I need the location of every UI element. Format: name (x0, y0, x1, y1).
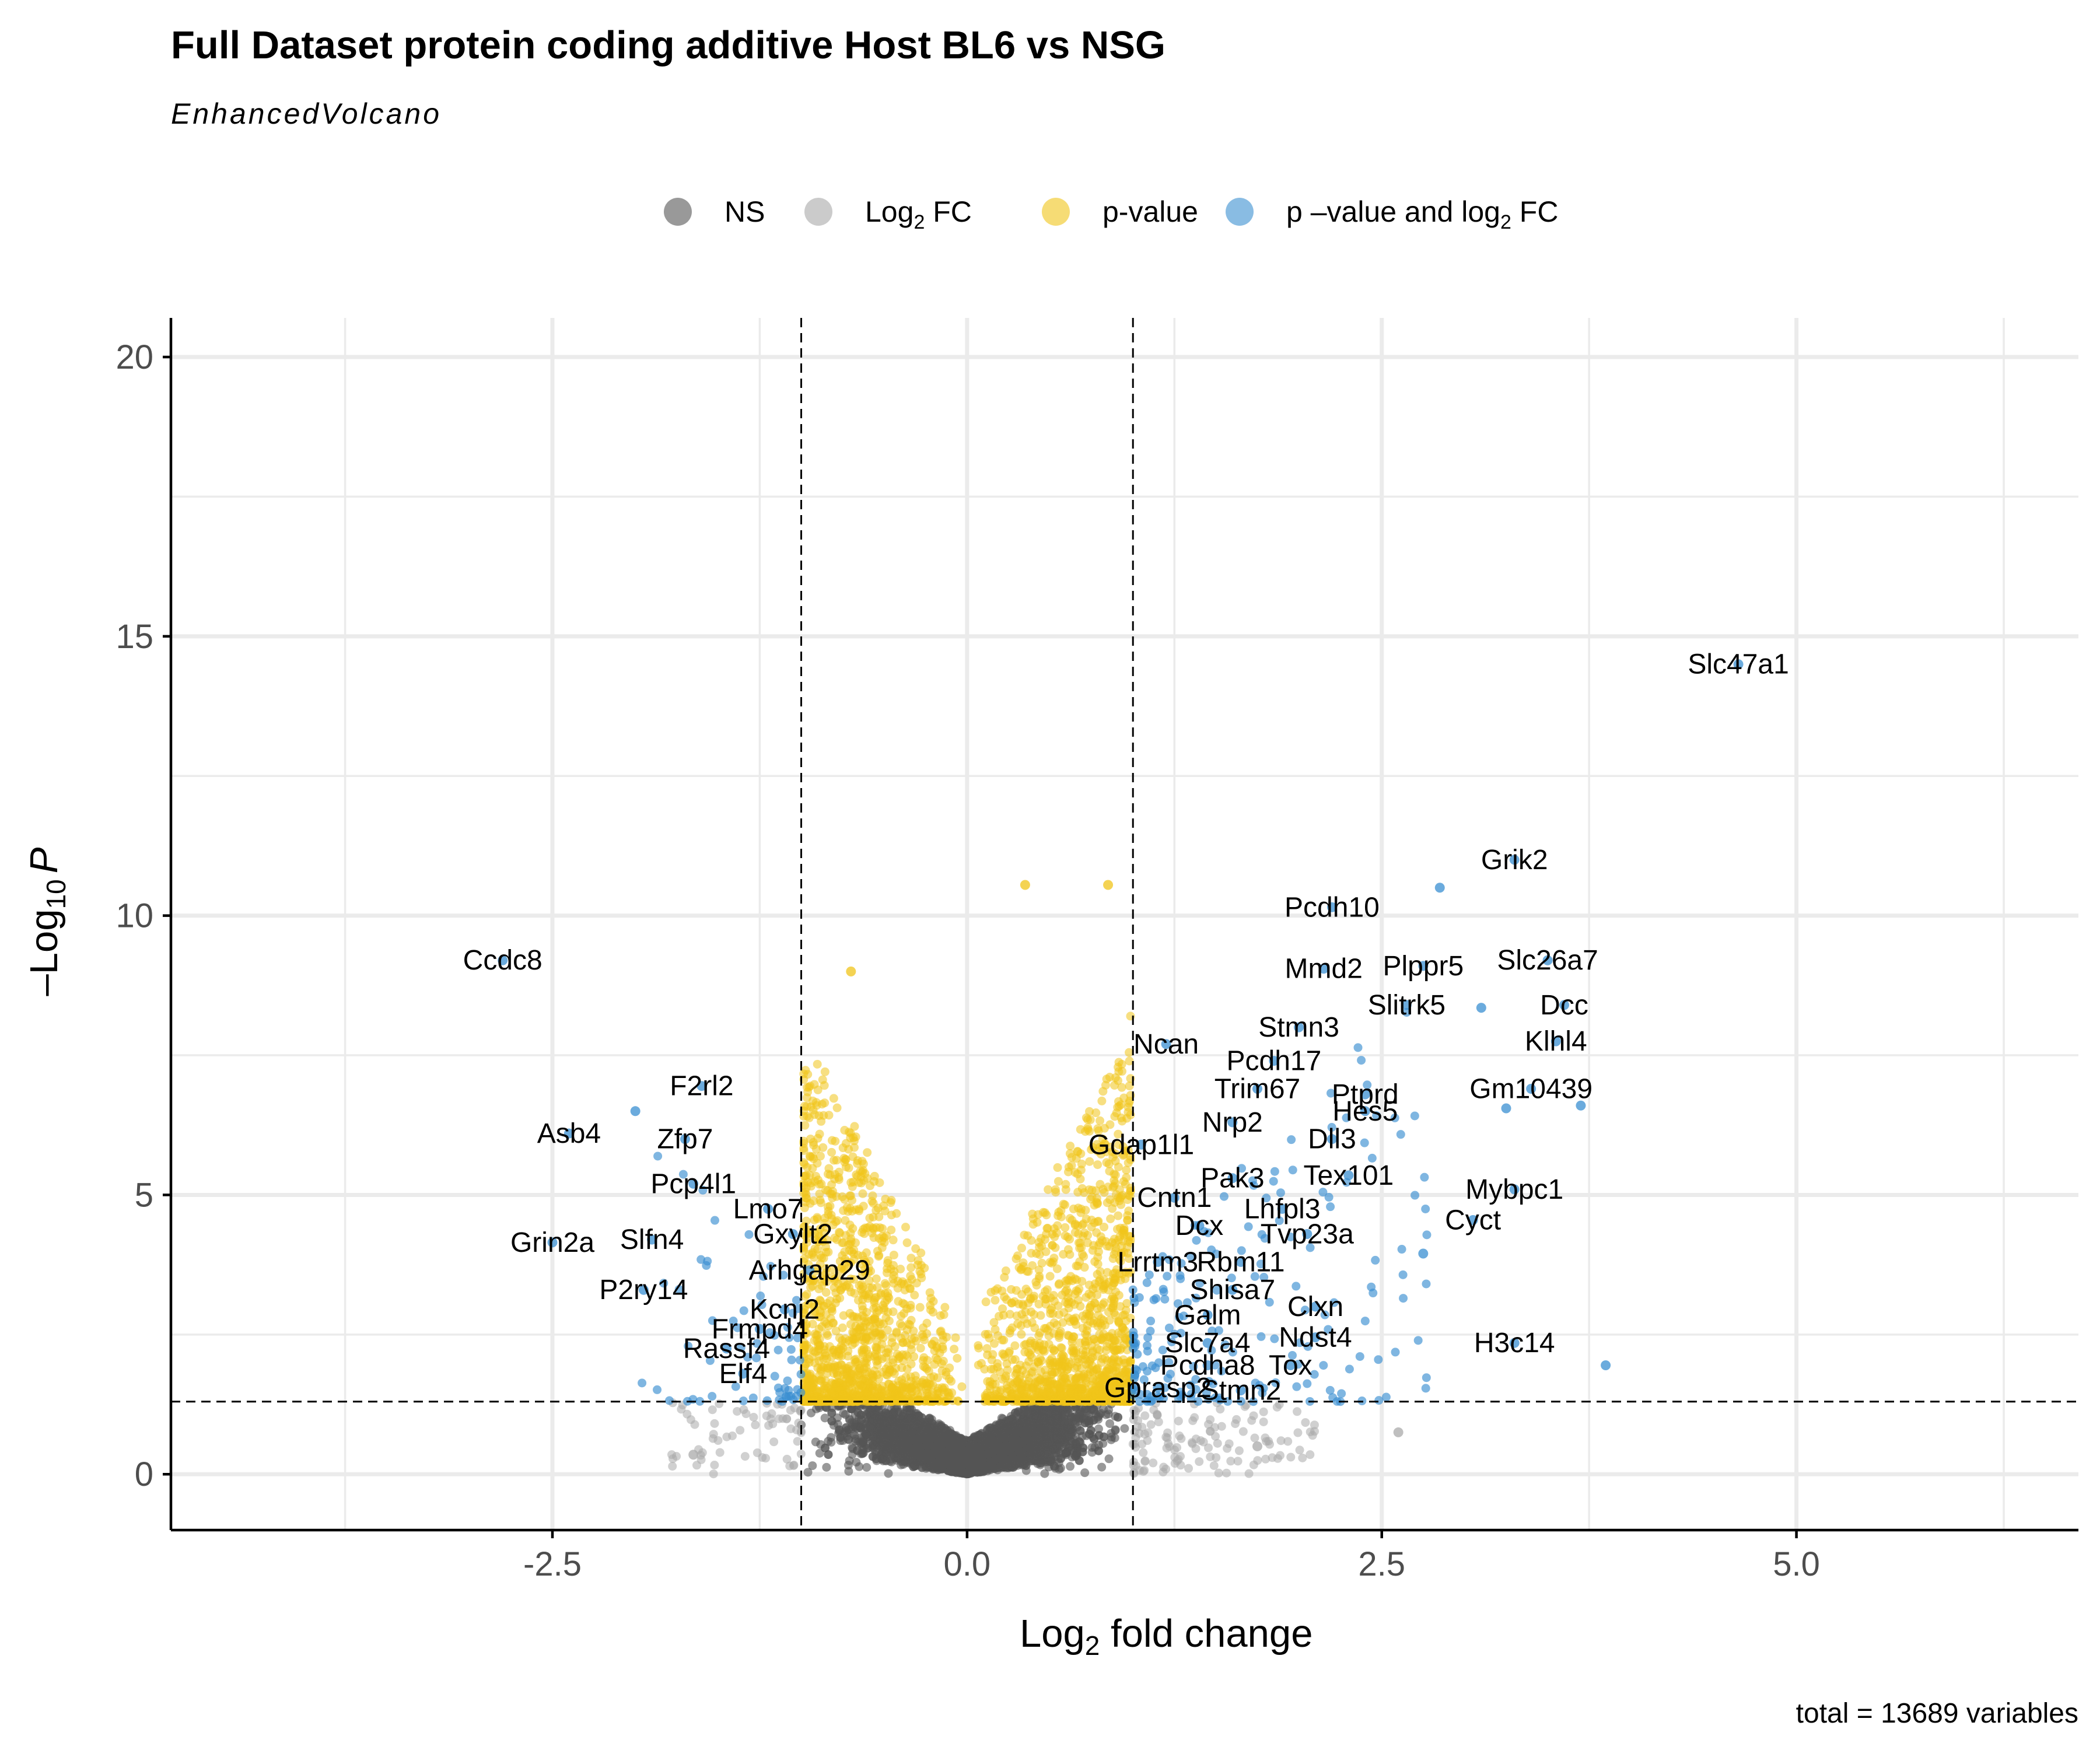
point-ns (1086, 1426, 1096, 1435)
legend-label-text: p-value (1102, 195, 1198, 228)
point-ns (855, 1462, 864, 1471)
legend-label-sub: 2 (1500, 211, 1511, 233)
point-ns (824, 1450, 833, 1460)
point-ns (1062, 1448, 1071, 1457)
legend: NS Log2 FC p-value p –value and log2 FC (664, 195, 1558, 233)
point-ns (869, 1426, 878, 1435)
point-ns (807, 1408, 816, 1418)
point-ns (856, 1422, 865, 1432)
legend-item-ns: NS (664, 195, 765, 228)
point-ns (1094, 1446, 1103, 1455)
legend-label-fc: Log2 FC (865, 195, 972, 233)
legend-item-fc: Log2 FC (804, 195, 972, 233)
point-ns (1111, 1425, 1120, 1434)
legend-label-rest: FC (1511, 195, 1559, 228)
point-ns (1074, 1409, 1084, 1419)
point-ns (808, 1461, 817, 1471)
legend-item-both: p –value and log2 FC (1226, 195, 1558, 233)
chart-title: Full Dataset protein coding additive Hos… (171, 23, 1166, 67)
point-ns (1040, 1469, 1049, 1478)
point-ns (822, 1462, 831, 1472)
point-ns (918, 1463, 927, 1472)
point-ns (844, 1461, 853, 1470)
point-ns (827, 1433, 836, 1442)
legend-marker-fc (804, 198, 832, 226)
point-ns (1104, 1405, 1114, 1415)
grid (171, 318, 2078, 1530)
legend-label-ns: NS (724, 195, 765, 228)
legend-label-p: p-value (1102, 195, 1198, 228)
point-ns (1114, 1413, 1123, 1422)
legend-item-p: p-value (1042, 195, 1198, 228)
point-ns (827, 1408, 836, 1418)
point-ns (827, 1416, 836, 1426)
legend-label-text: p –value and log (1286, 195, 1500, 228)
point-ns (1080, 1468, 1090, 1478)
point-ns (884, 1469, 893, 1478)
point-ns (1051, 1448, 1060, 1458)
point-ns (844, 1466, 853, 1476)
point-ns (835, 1425, 844, 1434)
point-ns (821, 1443, 830, 1452)
point-ns (1067, 1412, 1076, 1422)
point-ns (1097, 1462, 1107, 1472)
point-ns (1104, 1454, 1114, 1464)
legend-label-sub: 2 (914, 211, 925, 233)
point-ns (1120, 1424, 1129, 1433)
legend-marker-ns (664, 198, 692, 226)
point-ns (1071, 1438, 1080, 1448)
point-ns (845, 1414, 854, 1423)
point-ns (820, 1413, 830, 1423)
chart-subtitle: EnhancedVolcano (171, 97, 442, 130)
legend-label-rest: FC (925, 195, 972, 228)
point-ns (803, 1468, 813, 1477)
legend-label-both: p –value and log2 FC (1286, 195, 1558, 233)
point-ns (1110, 1433, 1119, 1443)
point-ns (1074, 1456, 1084, 1465)
point-ns (1090, 1434, 1099, 1444)
point-ns (815, 1448, 824, 1458)
point-ns (836, 1433, 845, 1442)
point-ns (905, 1404, 915, 1413)
point-ns (1094, 1424, 1103, 1433)
point-ns (1032, 1412, 1041, 1422)
point-ns (1098, 1439, 1108, 1448)
data-points (498, 659, 1744, 1479)
point-ns (1042, 1438, 1051, 1448)
legend-label-text: NS (724, 195, 765, 228)
point-ns (1066, 1462, 1075, 1471)
point-ns (868, 1452, 877, 1461)
point-ns (935, 1425, 944, 1434)
point-ns (1084, 1416, 1094, 1426)
legend-marker-both (1226, 198, 1254, 226)
legend-label-text: Log (865, 195, 914, 228)
points-ns (797, 1399, 1129, 1479)
point-ns (862, 1462, 872, 1472)
point-ns (1105, 1419, 1115, 1428)
point-ns (914, 1411, 923, 1420)
point-ns (1087, 1448, 1097, 1457)
point-ns (1043, 1447, 1052, 1457)
legend-marker-p (1042, 198, 1070, 226)
